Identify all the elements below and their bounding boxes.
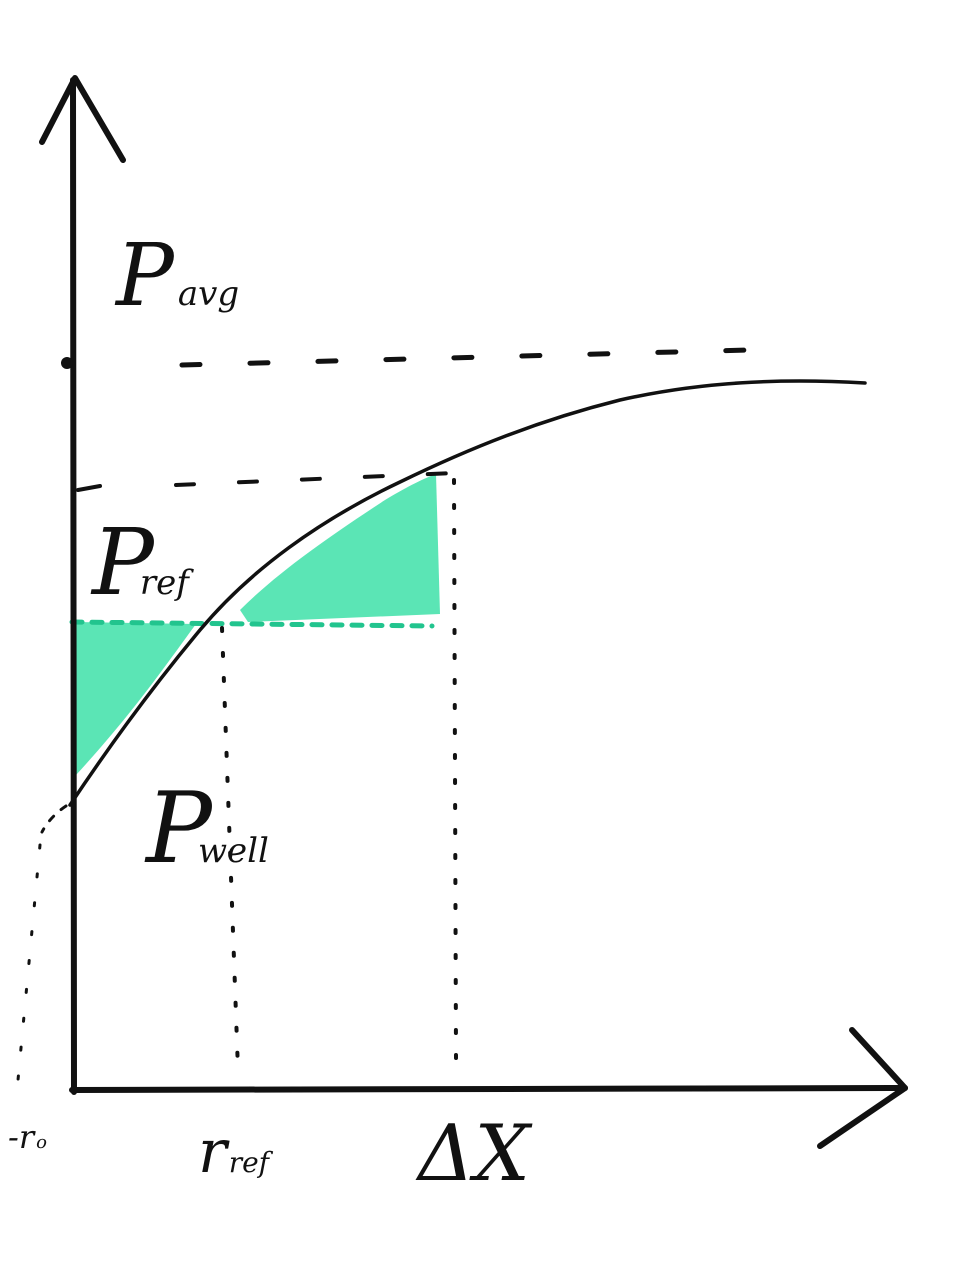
x-axis — [69, 1085, 908, 1093]
origin-dotted-vertical — [16, 843, 42, 1082]
p-avg-axis-dot — [61, 357, 73, 369]
p-ref-tick — [76, 484, 102, 492]
p-ref-dotted-line — [69, 619, 435, 629]
shaded-region-right — [240, 474, 440, 622]
p-ref-dashed-line — [174, 471, 457, 487]
curve-extension-left — [40, 804, 68, 834]
delta-x-dotted-vertical — [452, 478, 458, 1060]
y-axis — [70, 77, 77, 1095]
x-origin-label: -r o — [8, 1118, 47, 1156]
shaded-region-left — [76, 622, 196, 775]
p-well-label: Pwell — [144, 772, 269, 886]
r-ref-dotted-vertical — [220, 626, 240, 1072]
pressure-curve — [68, 379, 867, 807]
x-delta-label: ΔX — [415, 1109, 533, 1199]
x-ref-label: rref — [198, 1117, 274, 1187]
x-axis-arrowhead — [817, 1027, 908, 1149]
y-axis-arrowhead — [39, 75, 126, 163]
p-ref-label: Pref — [90, 509, 194, 616]
p-avg-dashed-line — [179, 347, 753, 368]
